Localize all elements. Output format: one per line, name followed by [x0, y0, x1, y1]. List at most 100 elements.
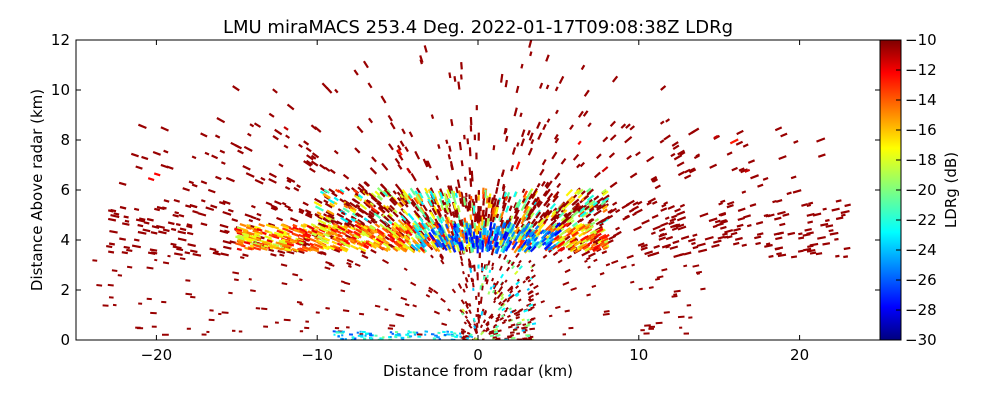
- y-tick-label: 10: [51, 81, 70, 99]
- ldr-gate: [470, 261, 471, 265]
- ldr-gate: [508, 320, 511, 321]
- ldr-gate: [517, 279, 519, 281]
- colorbar-tick-label: −30: [905, 331, 937, 349]
- ldr-gate: [600, 223, 604, 225]
- ldr-gate: [334, 198, 338, 201]
- ldr-gate: [683, 266, 687, 267]
- ldr-gate: [506, 196, 507, 200]
- ldr-gate: [494, 332, 498, 333]
- ldr-gate: [249, 220, 253, 221]
- ldr-gate: [664, 135, 670, 139]
- ldr-gate: [310, 168, 316, 172]
- ldr-gate: [543, 124, 546, 129]
- ldr-gate: [604, 311, 610, 312]
- ldr-gate: [492, 263, 493, 267]
- ldr-gate: [565, 311, 570, 312]
- ldr-gate: [515, 108, 517, 116]
- ldr-gate: [217, 118, 225, 122]
- ldr-gate: [405, 304, 409, 305]
- ldr-gate: [465, 227, 466, 231]
- ldr-gate: [250, 290, 256, 291]
- ldr-gate: [727, 205, 734, 207]
- ldr-gate: [458, 227, 459, 232]
- ldr-gate: [522, 130, 524, 137]
- ldr-gate: [467, 333, 470, 334]
- ldr-gate: [523, 324, 527, 325]
- ldr-gate: [504, 255, 506, 260]
- ldr-gate: [470, 334, 473, 335]
- ldr-gate: [176, 249, 183, 250]
- ldr-gate: [494, 195, 495, 200]
- ldr-gate: [594, 211, 601, 216]
- ldr-gate: [563, 282, 569, 285]
- ldr-gate: [154, 260, 157, 261]
- ldr-gate: [494, 297, 496, 300]
- ldr-gate: [466, 198, 467, 202]
- ldr-gate: [257, 229, 262, 231]
- ldr-gate: [381, 184, 385, 188]
- ldr-gate: [485, 264, 486, 268]
- ldr-gate: [808, 203, 813, 204]
- ldr-gate: [518, 290, 521, 292]
- ldr-gate: [836, 218, 843, 220]
- ldr-gate: [240, 257, 244, 258]
- ldr-gate: [210, 249, 217, 250]
- ldr-gate: [557, 184, 560, 188]
- ldr-gate: [508, 197, 510, 203]
- ldr-gate: [670, 247, 678, 249]
- ldr-gate: [243, 255, 249, 256]
- ldr-gate: [656, 323, 663, 324]
- ldr-gate: [138, 125, 146, 128]
- ldr-gate: [490, 335, 494, 336]
- ldr-gate: [592, 244, 596, 246]
- ldr-gate: [173, 215, 179, 217]
- ldr-gate: [325, 267, 331, 269]
- ldr-gate: [459, 284, 462, 289]
- ldr-gate: [106, 246, 112, 247]
- ldr-gate: [396, 184, 402, 191]
- ldr-gate: [486, 265, 487, 270]
- ldr-gate: [496, 187, 497, 193]
- ldr-gate: [312, 161, 318, 165]
- ldr-gate: [843, 256, 848, 257]
- ldr-gate: [534, 286, 539, 289]
- ldr-gate: [109, 231, 117, 233]
- ldr-gate: [652, 202, 657, 204]
- ldr-gate: [556, 110, 558, 114]
- ldr-gate: [494, 329, 498, 331]
- ldr-gate: [472, 220, 473, 228]
- ldr-gate: [489, 202, 490, 209]
- ldr-gate: [405, 147, 408, 152]
- ldr-gate: [751, 175, 759, 178]
- ldr-gate: [661, 208, 667, 211]
- ldr-gate: [594, 196, 599, 200]
- ldr-gate: [693, 247, 698, 248]
- ldr-gate: [484, 320, 486, 323]
- ldr-gate: [808, 222, 813, 223]
- ldr-gate: [527, 320, 530, 321]
- ldr-gate: [280, 255, 285, 256]
- ldr-gate: [208, 190, 215, 193]
- ldr-gate: [420, 218, 423, 222]
- ldr-gate: [522, 204, 526, 211]
- ldr-gate: [389, 289, 392, 290]
- ldr-gate: [527, 324, 530, 325]
- ldr-gate: [499, 254, 501, 258]
- ldr-gate: [496, 326, 499, 327]
- ldr-gate: [269, 174, 276, 178]
- ldr-gate: [673, 241, 679, 243]
- ldr-gate: [820, 224, 828, 226]
- ldr-gate: [662, 205, 666, 207]
- ldr-gate: [232, 272, 239, 273]
- ldr-gate: [232, 219, 238, 221]
- ldr-gate: [467, 245, 468, 250]
- ldr-gate: [496, 242, 497, 247]
- ldr-gate: [253, 248, 260, 250]
- ldr-gate: [672, 228, 678, 230]
- ldr-gate: [660, 140, 664, 143]
- ldr-gate: [153, 152, 161, 155]
- ldr-gate: [192, 185, 197, 187]
- ldr-gate: [347, 263, 352, 265]
- ldr-gate: [464, 322, 466, 324]
- ldr-gate: [597, 154, 601, 158]
